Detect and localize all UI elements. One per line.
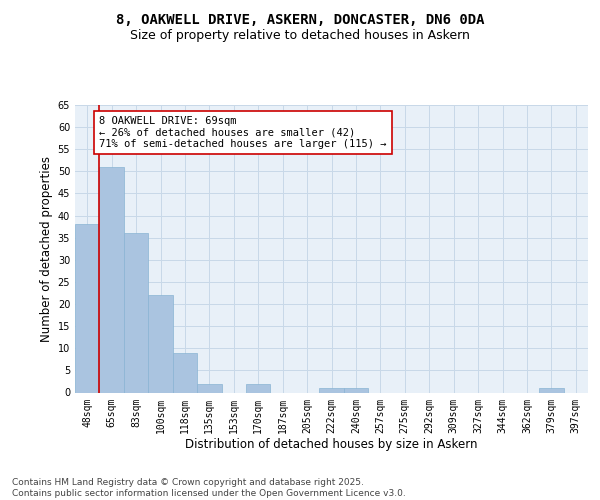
Bar xyxy=(124,234,148,392)
Bar xyxy=(319,388,344,392)
Text: 8, OAKWELL DRIVE, ASKERN, DONCASTER, DN6 0DA: 8, OAKWELL DRIVE, ASKERN, DONCASTER, DN6… xyxy=(116,13,484,27)
Bar xyxy=(75,224,100,392)
Bar xyxy=(173,352,197,393)
Text: 8 OAKWELL DRIVE: 69sqm
← 26% of detached houses are smaller (42)
71% of semi-det: 8 OAKWELL DRIVE: 69sqm ← 26% of detached… xyxy=(100,116,387,150)
Bar xyxy=(246,384,271,392)
Y-axis label: Number of detached properties: Number of detached properties xyxy=(40,156,53,342)
Bar xyxy=(100,167,124,392)
Text: Contains HM Land Registry data © Crown copyright and database right 2025.
Contai: Contains HM Land Registry data © Crown c… xyxy=(12,478,406,498)
X-axis label: Distribution of detached houses by size in Askern: Distribution of detached houses by size … xyxy=(185,438,478,451)
Bar xyxy=(197,384,221,392)
Text: Size of property relative to detached houses in Askern: Size of property relative to detached ho… xyxy=(130,28,470,42)
Bar xyxy=(148,295,173,392)
Bar xyxy=(344,388,368,392)
Bar xyxy=(539,388,563,392)
